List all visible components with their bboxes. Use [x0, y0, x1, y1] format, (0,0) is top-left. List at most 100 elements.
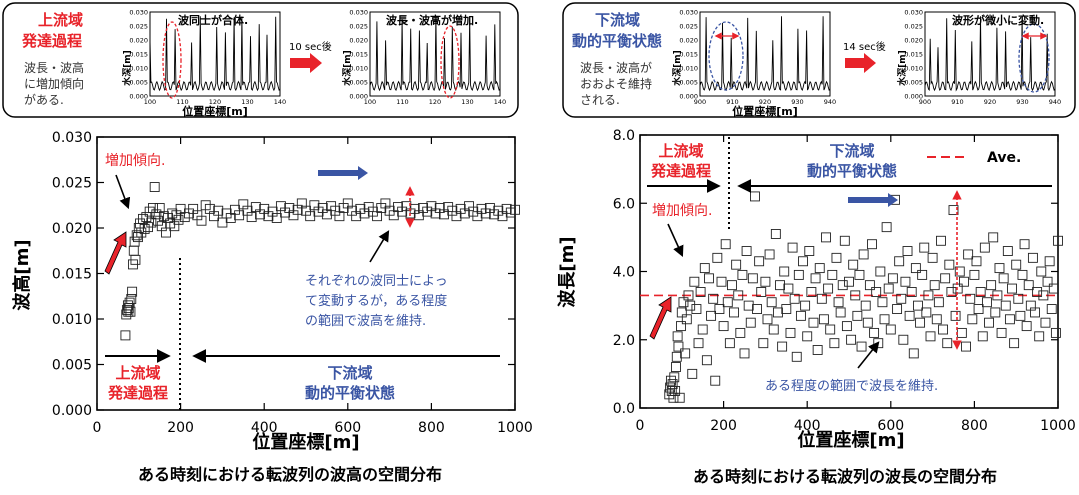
right-data-point [808, 317, 819, 328]
right-data-point [681, 314, 692, 325]
mini-xtick-label: 930 [791, 98, 803, 106]
left-data-point [126, 294, 137, 304]
left-xtick-label: 0 [93, 420, 102, 436]
left-data-point [154, 203, 165, 213]
left-xtick-label: 600 [334, 420, 361, 436]
right-note: ある程度の範囲で波長を維持. [765, 378, 938, 394]
left-data-point [141, 212, 152, 223]
right-box-title1: 下流域 [595, 11, 640, 29]
right-data-point [992, 290, 1003, 301]
right-data-point [959, 276, 969, 287]
left-ytick-label: 0.020 [52, 221, 92, 237]
left-ytick-label: 0.030 [52, 130, 92, 146]
right-data-point [1042, 276, 1053, 287]
right-data-point [841, 321, 852, 332]
left-note-line3: の範囲で波高を維持. [305, 313, 426, 329]
mini-ytick-label: 0.005 [129, 79, 148, 87]
left-ann-downstream-1: 下流域 [327, 364, 372, 382]
right-data-point [885, 324, 896, 335]
right-ann-downstream-1: 下流域 [829, 142, 874, 160]
mini-ytick-label: 0.005 [679, 79, 698, 87]
right-data-point [665, 375, 676, 386]
right-data-point [806, 287, 817, 297]
right-data-point [963, 249, 974, 260]
right-data-point [680, 348, 691, 359]
right-y-axis-label: 波長[m] [556, 236, 578, 307]
right-data-point [739, 348, 750, 359]
left-points [120, 182, 520, 341]
right-data-point [850, 290, 861, 301]
mini-xtick-label: 130 [461, 98, 473, 106]
right-data-point [731, 259, 742, 270]
right-data-point [892, 304, 903, 314]
right-box-title2: 動的平衡状態 [572, 32, 662, 50]
left-box-desc-line1: 波長・波高 [24, 60, 84, 75]
right-data-point [779, 266, 790, 277]
mini-ytick-label: 0.010 [129, 65, 148, 73]
right-data-point [829, 338, 840, 349]
right-data-point [716, 276, 727, 287]
mini-xtick-label: 920 [759, 98, 771, 106]
right-box-transition: 14 sec後 [843, 40, 886, 73]
right-data-point [925, 331, 936, 342]
right-mini2-highlight [1018, 23, 1050, 93]
mini-xtick-label: 140 [494, 98, 506, 106]
right-data-point [977, 331, 988, 342]
mini-ytick-label: 0.030 [679, 9, 698, 17]
right-data-point [877, 297, 888, 308]
left-box-desc-line2: に増加傾向 [24, 76, 84, 91]
right-data-point [1030, 307, 1040, 318]
right-data-point [720, 239, 731, 250]
left-ytick-label: 0.025 [52, 176, 92, 192]
left-note-pointer [369, 230, 390, 263]
left-ytick-label: 0.005 [52, 358, 92, 374]
right-data-point [933, 297, 944, 308]
right-summary-box: 下流域 動的平衡状態 波長・波高が おおよそ維持 される. 水深[m] 位置座標… [562, 2, 1076, 118]
right-data-point [879, 314, 890, 325]
right-data-point [676, 307, 687, 318]
left-ann-downstream-2: 動的平衡状態 [305, 384, 395, 402]
left-x-axis: 0 200 400 600 800 1000 [93, 137, 533, 436]
left-data-point [136, 227, 147, 238]
right-data-point [858, 249, 869, 260]
right-data-point [737, 269, 748, 280]
left-mini2-ylabel: 水深[m] [341, 50, 353, 86]
right-ytick-label: 6.0 [613, 196, 635, 212]
right-ann-downstream-2: 動的平衡状態 [807, 162, 897, 180]
right-data-point [931, 314, 942, 325]
right-data-point [894, 256, 905, 267]
left-mini2-waveform [369, 16, 501, 92]
right-data-point [1032, 287, 1043, 297]
mini-xtick-label: 100 [144, 98, 156, 106]
right-data-point [950, 310, 961, 321]
right-chart: 0.02.04.06.08.0 0 200 400 600 800 1000 波長[m] … [556, 128, 1076, 486]
right-data-point [671, 351, 682, 362]
right-data-point [839, 235, 850, 246]
right-mini1-yticks: 0.030 0.025 0.020 0.015 0.010 0.005 0.000 [679, 9, 698, 101]
right-data-point [714, 304, 725, 314]
right-data-point [818, 314, 829, 325]
right-data-point [691, 304, 702, 314]
mini-ytick-label: 0.010 [349, 65, 368, 73]
left-mini1-waveform [149, 16, 281, 92]
right-data-point [833, 297, 844, 308]
right-data-point [693, 338, 704, 349]
right-mini2-waveform [924, 16, 1056, 92]
right-data-point [852, 310, 863, 321]
right-data-point [965, 293, 976, 304]
left-mini2-annotation: 波長・波高が増加. [386, 13, 478, 27]
right-data-point [927, 252, 938, 263]
left-box-transition: 10 sec後 [289, 40, 332, 73]
left-data-point [173, 214, 184, 225]
left-data-point [128, 245, 139, 256]
mini-xtick-label: 910 [726, 98, 738, 106]
right-ytick-label: 0.0 [613, 401, 635, 417]
right-data-point [915, 317, 926, 328]
left-data-point [271, 213, 282, 223]
right-mini2-ylabel: 水深[m] [896, 50, 908, 86]
right-data-point [785, 327, 796, 338]
right-data-point [724, 338, 735, 349]
right-data-point [718, 321, 729, 332]
right-box-desc-line3: される. [580, 93, 620, 107]
mini-ytick-label: 0.010 [904, 65, 923, 73]
